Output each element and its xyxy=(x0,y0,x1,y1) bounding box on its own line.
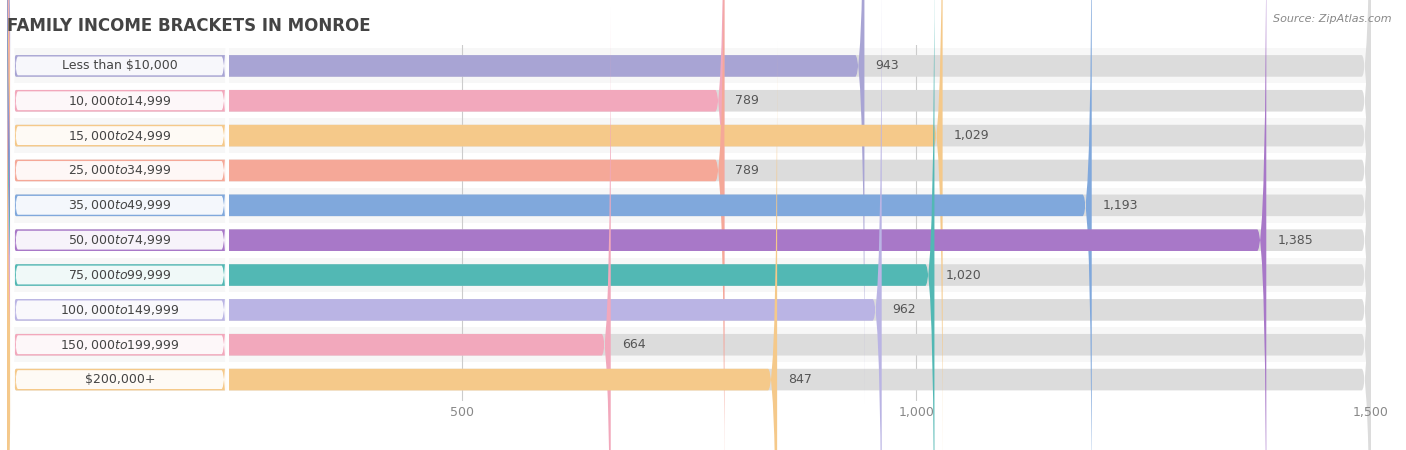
FancyBboxPatch shape xyxy=(7,7,1371,450)
FancyBboxPatch shape xyxy=(7,0,935,450)
FancyBboxPatch shape xyxy=(7,42,1371,450)
FancyBboxPatch shape xyxy=(7,0,724,450)
FancyBboxPatch shape xyxy=(7,0,1371,450)
FancyBboxPatch shape xyxy=(7,0,882,450)
Text: 664: 664 xyxy=(621,338,645,351)
Text: $35,000 to $49,999: $35,000 to $49,999 xyxy=(67,198,172,212)
Bar xyxy=(7,223,1371,257)
FancyBboxPatch shape xyxy=(11,0,229,335)
Text: $150,000 to $199,999: $150,000 to $199,999 xyxy=(60,338,180,352)
Text: $10,000 to $14,999: $10,000 to $14,999 xyxy=(67,94,172,108)
FancyBboxPatch shape xyxy=(11,75,229,450)
Text: Less than $10,000: Less than $10,000 xyxy=(62,59,177,72)
FancyBboxPatch shape xyxy=(11,0,229,450)
FancyBboxPatch shape xyxy=(11,0,229,450)
FancyBboxPatch shape xyxy=(7,0,1267,450)
Text: 1,020: 1,020 xyxy=(945,269,981,282)
FancyBboxPatch shape xyxy=(7,0,1371,450)
FancyBboxPatch shape xyxy=(7,0,1371,450)
FancyBboxPatch shape xyxy=(7,42,778,450)
Text: Source: ZipAtlas.com: Source: ZipAtlas.com xyxy=(1274,14,1392,23)
Text: $100,000 to $149,999: $100,000 to $149,999 xyxy=(60,303,180,317)
FancyBboxPatch shape xyxy=(7,0,1371,438)
FancyBboxPatch shape xyxy=(11,0,229,405)
Text: 789: 789 xyxy=(735,164,759,177)
Text: 789: 789 xyxy=(735,94,759,107)
Bar xyxy=(7,83,1371,118)
FancyBboxPatch shape xyxy=(11,5,229,450)
FancyBboxPatch shape xyxy=(7,0,1371,450)
FancyBboxPatch shape xyxy=(7,7,610,450)
Text: $25,000 to $34,999: $25,000 to $34,999 xyxy=(67,163,172,177)
Text: $200,000+: $200,000+ xyxy=(84,373,155,386)
Text: $50,000 to $74,999: $50,000 to $74,999 xyxy=(67,233,172,247)
FancyBboxPatch shape xyxy=(7,0,865,404)
FancyBboxPatch shape xyxy=(7,0,1371,404)
Text: 847: 847 xyxy=(787,373,811,386)
Text: 1,029: 1,029 xyxy=(953,129,990,142)
Bar xyxy=(7,292,1371,327)
Bar xyxy=(7,327,1371,362)
FancyBboxPatch shape xyxy=(7,0,1371,450)
Bar xyxy=(7,362,1371,397)
Text: $75,000 to $99,999: $75,000 to $99,999 xyxy=(67,268,172,282)
FancyBboxPatch shape xyxy=(7,0,942,450)
Text: FAMILY INCOME BRACKETS IN MONROE: FAMILY INCOME BRACKETS IN MONROE xyxy=(7,17,371,35)
Text: 962: 962 xyxy=(893,303,917,316)
FancyBboxPatch shape xyxy=(11,110,229,450)
Bar xyxy=(7,153,1371,188)
FancyBboxPatch shape xyxy=(11,0,229,440)
Text: 943: 943 xyxy=(876,59,898,72)
FancyBboxPatch shape xyxy=(11,0,229,370)
Text: 1,385: 1,385 xyxy=(1277,234,1313,247)
FancyBboxPatch shape xyxy=(7,0,1371,450)
FancyBboxPatch shape xyxy=(7,0,1091,450)
Bar xyxy=(7,257,1371,292)
FancyBboxPatch shape xyxy=(11,40,229,450)
Text: 1,193: 1,193 xyxy=(1102,199,1137,212)
Text: $15,000 to $24,999: $15,000 to $24,999 xyxy=(67,129,172,143)
Bar xyxy=(7,188,1371,223)
Bar xyxy=(7,49,1371,83)
Bar xyxy=(7,118,1371,153)
FancyBboxPatch shape xyxy=(7,0,724,438)
